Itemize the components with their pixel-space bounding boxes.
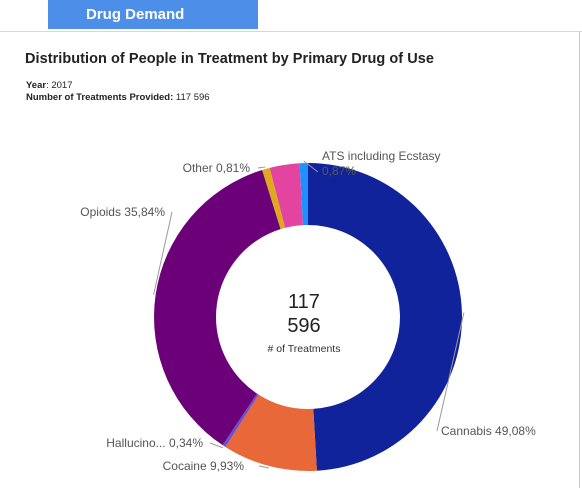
center-caption: # of Treatments <box>268 343 341 355</box>
treatments-info: Number of Treatments Provided: 117 596 <box>26 92 210 103</box>
treatments-label: Number of Treatments Provided: <box>26 92 174 103</box>
leader-lines-group <box>153 160 465 469</box>
tab-drug-demand[interactable]: Drug Demand <box>48 0 258 29</box>
center-value-line1: 117 <box>288 291 320 313</box>
data-label-other: Other 0,81% <box>183 161 251 175</box>
center-value-line2: 596 <box>287 315 320 337</box>
slice-segment-5[interactable] <box>269 163 303 228</box>
slice-opioids[interactable] <box>154 169 281 446</box>
tab-bar: Drug Demand <box>0 0 582 32</box>
leader-line-other <box>257 166 266 169</box>
labels-group: Cannabis 49,08% Cocaine 9,93% Hallucino...… <box>80 149 536 473</box>
leader-line-cannabis <box>436 312 465 432</box>
data-label-ats-including-ecstasy-value: 0,87% <box>322 164 356 178</box>
leader-line-ats-including-ecstasy <box>303 160 319 173</box>
year-info: Year: 2017 <box>26 80 73 91</box>
treatments-value: 117 596 <box>175 92 210 103</box>
slice-ats-including-ecstasy[interactable] <box>299 163 308 226</box>
slice-cannabis[interactable] <box>308 163 463 471</box>
leader-line-cocaine <box>258 465 269 469</box>
leader-line-opioids <box>153 211 173 295</box>
year-label: Year <box>26 80 47 91</box>
slice-hallucinogens[interactable] <box>222 393 259 447</box>
data-label-cocaine: Cocaine 9,93% <box>163 459 245 473</box>
data-label-ats-including-ecstasy: ATS including Ecstasy <box>322 149 441 163</box>
leader-line-hallucinogens <box>209 442 224 449</box>
data-label-opioids: Opioids 35,84% <box>80 205 165 219</box>
slice-cocaine[interactable] <box>225 394 317 471</box>
data-label-hallucinogens: Hallucino... 0,34% <box>106 436 203 450</box>
year-value: : 2017 <box>46 80 73 91</box>
slice-other[interactable] <box>262 167 286 230</box>
data-label-cannabis: Cannabis 49,08% <box>441 424 536 438</box>
slices-group <box>154 163 463 471</box>
chart-title: Distribution of People in Treatment by P… <box>25 51 434 67</box>
frame-border <box>579 31 580 488</box>
